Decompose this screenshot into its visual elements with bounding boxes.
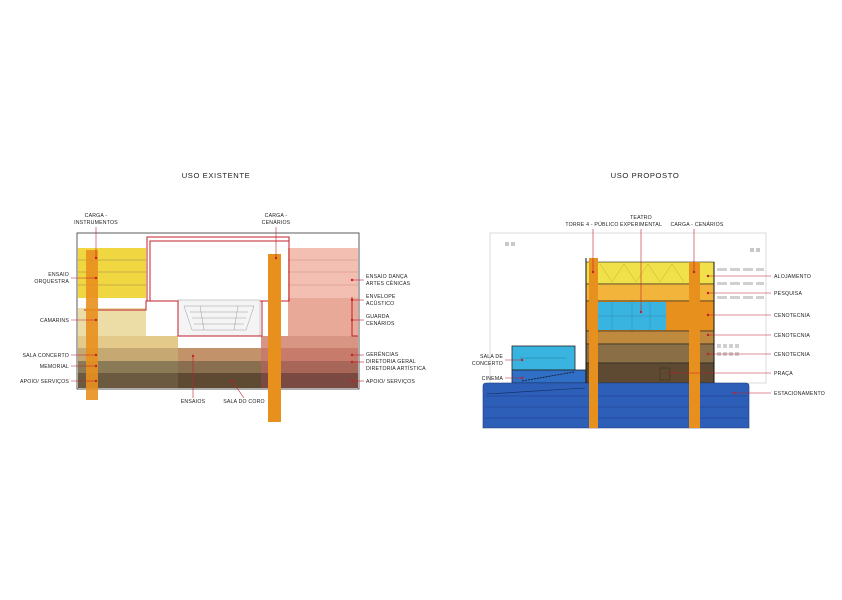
label-sala-do-coro: SALA DO CORO: [223, 399, 265, 405]
label-cenotecnia-2: CENOTECNIA: [774, 333, 810, 339]
label-memorial: MEMORIAL: [40, 364, 69, 370]
label-envelope-acustico-2: ACÚSTICO: [366, 300, 394, 307]
existing-building-frame: [76, 232, 360, 390]
label-cenotecnia-1: CENOTECNIA: [774, 313, 810, 319]
label-praca: PRAÇA: [774, 371, 793, 377]
label-ensaio-orquestra-2: ORQUESTRA: [34, 279, 69, 285]
label-ensaios: ENSAIOS: [181, 399, 206, 405]
label-alojamento: ALOJAMENTO: [774, 274, 811, 280]
label-carga-instrumentos-2: INSTRUMENTOS: [74, 220, 118, 226]
ensaios-lower-block: [178, 361, 261, 373]
ensaio-danca-block: [288, 248, 358, 298]
label-pesquisa: PESQUISA: [774, 291, 802, 297]
label-ensaio-danca-1: ENSAIO DANÇA: [366, 274, 408, 280]
gerencias-upper-block: [261, 336, 358, 348]
label-teatro-1: TEATRO: [630, 215, 652, 221]
label-apoio-servicos-left: APOIO/ SERVIÇOS: [20, 379, 69, 385]
label-ensaio-danca-2: ARTES CÊNICAS: [366, 279, 411, 287]
label-gerencias: GERÊNCIAS: [366, 350, 399, 358]
diretoria-block: [261, 361, 358, 373]
torre-publico-shaft: [589, 258, 598, 428]
acoustic-envelope-right: [351, 297, 358, 337]
label-apoio-servicos-right: APOIO/ SERVIÇOS: [366, 379, 415, 385]
existing-labels: CARGA - INSTRUMENTOS CARGA - CENÁRIOS EN…: [20, 213, 426, 405]
label-carga-cenarios-1: CARGA -: [265, 213, 288, 219]
carga-instrumentos-shaft: [86, 250, 98, 400]
label-sala-concerto: SALA CONCERTO: [22, 353, 69, 359]
label-cenotecnia-3: CENOTECNIA: [774, 352, 810, 358]
stage-void: [146, 236, 290, 302]
proposed-labels: TORRE 4 - PÚBLICO TEATRO EXPERIMENTAL CA…: [472, 215, 825, 397]
sala-coro-block: [178, 373, 261, 388]
label-carga-cenarios-2: CENÁRIOS: [262, 219, 291, 226]
label-estacionamento: ESTACIONAMENTO: [774, 391, 825, 397]
proposed-title: USO PROPOSTO: [611, 171, 680, 180]
label-teatro-2: EXPERIMENTAL: [620, 222, 662, 228]
label-cinema: CINEMA: [482, 376, 504, 382]
label-carga-cenarios-proposed: CARGA - CENÁRIOS: [670, 221, 723, 228]
proposed-use-section: USO PROPOSTO: [482, 171, 767, 429]
lower-left-block: [78, 361, 178, 373]
label-envelope-acustico-1: ENVELOPE: [366, 294, 396, 300]
label-sala-de-concerto-2: CONCERTO: [472, 361, 503, 367]
label-diretoria-geral: DIRETORIA GERAL: [366, 359, 416, 365]
apoio-servicos-left-block: [78, 373, 178, 388]
ghost-windows: [717, 268, 764, 356]
carga-cenarios-shaft-proposed: [689, 262, 700, 428]
ensaios-block: [178, 348, 261, 361]
guarda-cenarios-block: [288, 298, 358, 336]
acoustic-envelope-line: [84, 240, 290, 337]
apoio-servicos-right-block: [261, 373, 358, 388]
label-torre-publico: TORRE 4 - PÚBLICO: [565, 221, 618, 228]
label-ensaio-orquestra-1: ENSAIO: [48, 272, 69, 278]
label-guarda-cenarios-1: GUARDA: [366, 314, 390, 320]
existing-use-section: USO EXISTENTE: [76, 171, 360, 422]
gerencias-block: [261, 348, 358, 361]
estacionamento-block: [482, 382, 750, 429]
label-sala-de-concerto-1: SALA DE: [480, 354, 503, 360]
sala-concerto-block: [78, 336, 178, 348]
memorial-block: [78, 348, 178, 361]
label-camarins: CAMARINS: [40, 318, 69, 324]
label-guarda-cenarios-2: CENÁRIOS: [366, 320, 395, 327]
label-diretoria-artistica: DIRETORIA ARTÍSTICA: [366, 365, 426, 372]
carga-cenarios-shaft: [268, 254, 281, 422]
label-carga-instrumentos-1: CARGA -: [85, 213, 108, 219]
existing-title: USO EXISTENTE: [182, 171, 251, 180]
